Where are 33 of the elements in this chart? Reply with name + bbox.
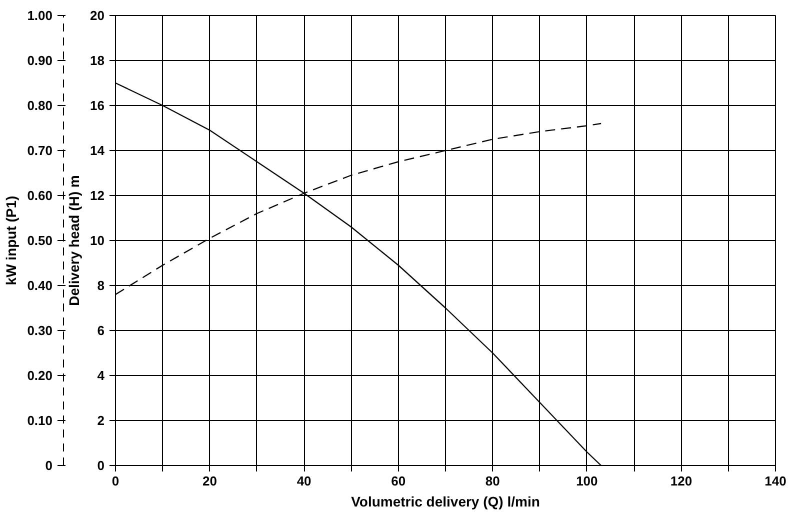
y2-tick-label: 1.00 <box>27 8 53 23</box>
y-tick-label: 16 <box>90 98 105 113</box>
y-tick-label: 10 <box>90 233 105 248</box>
y2-tick-label: 0.80 <box>27 98 53 113</box>
y2-tick-label: 0 <box>45 458 53 473</box>
x-tick-label: 140 <box>764 474 786 488</box>
y-axis-title: Delivery head (H) m <box>66 175 82 306</box>
y-tick-label: 14 <box>90 143 106 158</box>
y-tick-label: 4 <box>97 368 106 383</box>
x-tick-label: 80 <box>485 474 500 488</box>
y-tick-label: 0 <box>97 458 105 473</box>
y-tick-label: 20 <box>90 8 105 23</box>
y2-tick-label: 0.20 <box>27 368 53 383</box>
x-tick-label: 100 <box>576 474 598 488</box>
y2-tick-label: 0.30 <box>27 323 53 338</box>
y2-tick-label: 0.40 <box>27 278 53 293</box>
y-tick-label: 12 <box>90 188 105 203</box>
y2-axis-title: kW input (P1) <box>3 196 20 286</box>
y2-tick-label: 0.50 <box>27 233 53 248</box>
y-tick-label: 18 <box>90 53 105 68</box>
x-axis-title: Volumetric delivery (Q) l/min <box>351 494 540 510</box>
x-tick-label: 20 <box>202 474 218 488</box>
y-tick-label: 6 <box>97 323 105 338</box>
x-tick-label: 120 <box>670 474 692 488</box>
y2-tick-label: 0.70 <box>27 143 53 158</box>
x-tick-label: 40 <box>296 474 312 488</box>
y-tick-label: 2 <box>97 413 105 428</box>
y2-tick-label: 0.60 <box>27 188 53 203</box>
y2-tick-label: 0.90 <box>27 53 53 68</box>
x-tick-label: 60 <box>391 474 406 488</box>
y2-tick-label: 0.10 <box>27 413 53 428</box>
y-tick-label: 8 <box>97 278 105 293</box>
x-tick-label: 0 <box>112 474 120 488</box>
